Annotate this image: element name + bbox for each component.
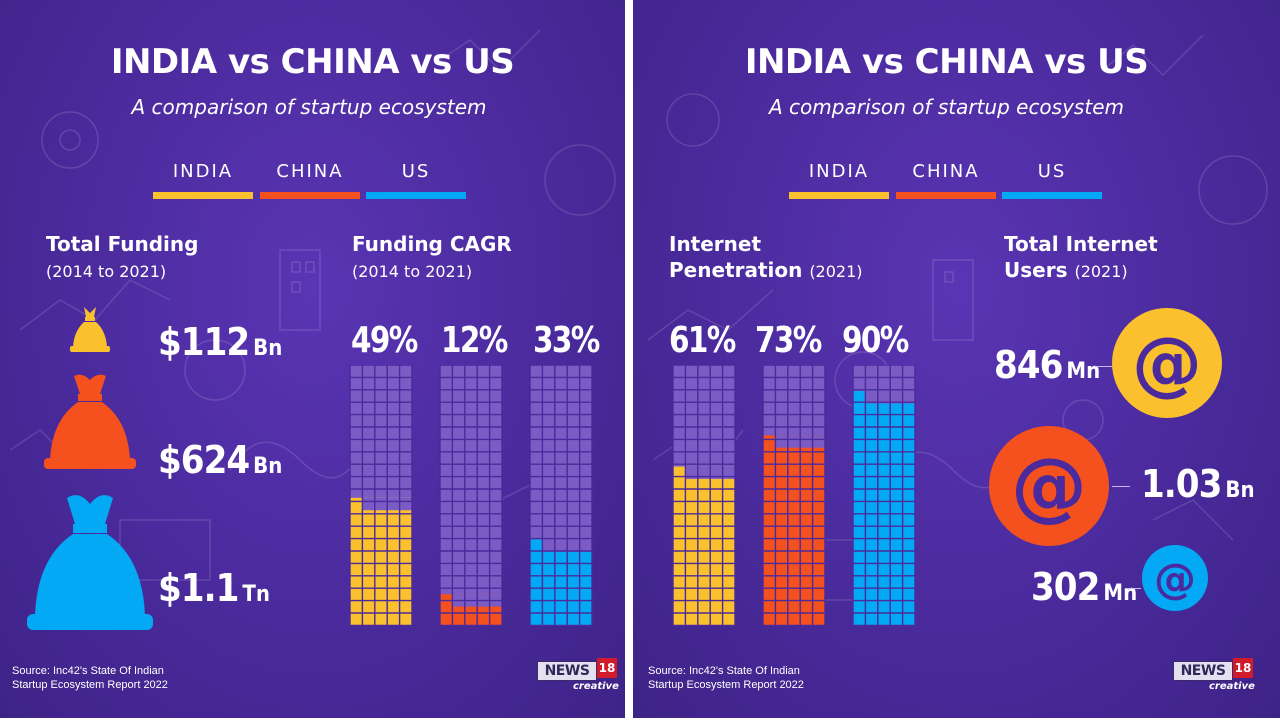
legend-item-china: CHINA [896,160,996,199]
main-title: INDIA vs CHINA vs US [744,42,1149,82]
penetration-title-line2: Penetration (2021) [669,258,863,282]
bar-china [762,365,826,627]
users-title: Total Internet [1004,232,1158,256]
bar-us [852,365,916,627]
legend-item-india: INDIA [789,160,889,199]
users-value-china: 1.03 Bn [1141,462,1255,506]
bar-fill [853,391,915,626]
cagr-label-china: 12% [441,320,508,361]
users-value-us: 302 Mn [1031,565,1138,609]
bar-fill [763,435,825,626]
users-value-india: 846 Mn [994,343,1101,387]
funding-value-india: $112 Bn [158,320,283,364]
legend-swatch [1002,192,1102,199]
funding-value-us: $1.1 Tn [158,566,270,610]
legend-swatch [260,192,360,199]
cagr-title: Funding CAGR [352,232,512,256]
bar-fill [673,466,735,626]
funding-value-china: $624 Bn [158,438,283,482]
subtitle: A comparison of startup ecosystem [131,95,487,119]
svg-text:@: @ [1154,554,1196,603]
bar-fill [350,497,412,626]
main-title: INDIA vs CHINA vs US [110,42,515,82]
right-panel: INDIA vs CHINA vs US A comparison of sta… [633,0,1280,718]
money-bag-icon [44,374,136,469]
legend-label: CHINA [276,161,344,182]
funding-cagr-chart [349,365,593,627]
legend-swatch [153,192,253,199]
users-title-line2: Users (2021) [1004,258,1128,282]
subtitle: A comparison of startup ecosystem [769,95,1124,119]
source-note: Source: Inc42's State Of Indian Startup … [648,665,804,691]
money-bag-icon [27,495,153,630]
svg-text:@: @ [1132,322,1202,404]
funding-title: Total Funding [46,232,199,256]
bar-india [672,365,736,627]
penetration-label-china: 73% [755,320,822,361]
at-sign-icon: @ [989,426,1109,546]
leader-line [1125,588,1141,589]
penetration-label-us: 90% [842,320,909,361]
legend-label: CHINA [912,161,980,182]
leader-line [1112,486,1130,487]
cagr-period: (2014 to 2021) [352,262,473,281]
funding-period: (2014 to 2021) [46,262,167,281]
legend-label: US [1037,161,1067,182]
legend-swatch [789,192,889,199]
legend-label: INDIA [808,161,870,182]
legend-item-us: US [366,160,466,199]
penetration-label-india: 61% [669,320,736,361]
bar-india [349,365,413,627]
leader-line [1095,366,1113,367]
news18-logo: NEWS 18 creative [1173,658,1255,692]
svg-text:@: @ [1011,441,1087,530]
bar-track [440,365,502,626]
cagr-label-us: 33% [533,320,600,361]
legend-item-china: CHINA [260,160,360,199]
bar-china [439,365,503,627]
left-panel: INDIA vs CHINA vs US A comparison of sta… [0,0,625,718]
penetration-title: Internet [669,232,762,256]
legend-swatch [896,192,996,199]
money-bag-icon [70,307,110,352]
cagr-label-india: 49% [351,320,418,361]
source-note: Source: Inc42's State Of Indian Startup … [12,665,168,691]
legend-label: US [401,161,431,182]
news18-logo: NEWS 18 creative [537,658,619,692]
legend-label: INDIA [172,161,234,182]
bar-fill [530,539,592,626]
bar-us [529,365,593,627]
at-sign-icon: @ [1142,545,1208,611]
legend-item-india: INDIA [153,160,253,199]
at-sign-icon: @ [1112,308,1222,418]
legend-item-us: US [1002,160,1102,199]
legend-swatch [366,192,466,199]
internet-penetration-chart [672,365,916,627]
